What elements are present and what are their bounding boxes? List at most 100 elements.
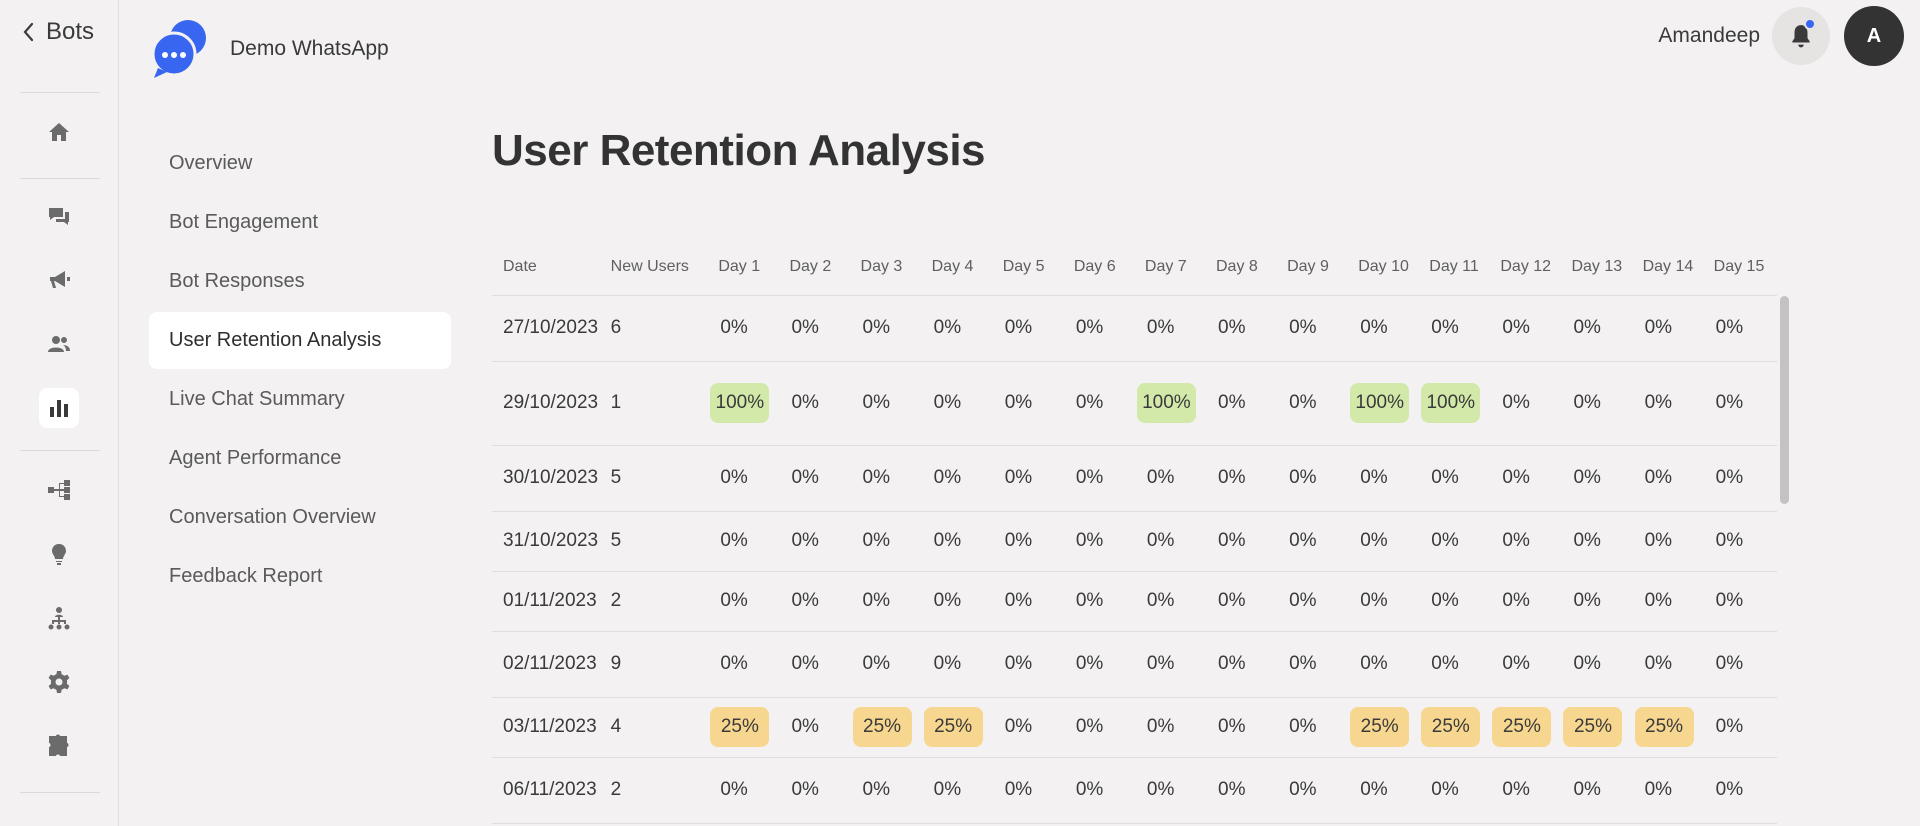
retention-cell: 0% [707,445,779,512]
retention-value: 0% [1004,317,1033,338]
retention-cell: 0% [778,571,850,632]
retention-value: 0% [1004,779,1033,800]
puzzle-icon[interactable] [39,726,79,766]
retention-value: 0% [1431,590,1459,611]
column-header: Day 12 [1489,240,1561,296]
retention-cell: 0% [1560,757,1632,824]
retention-value: 0% [1289,716,1317,737]
home-icon[interactable] [39,112,79,152]
retention-value: 0% [1715,392,1744,413]
subnav-agent-performance[interactable]: Agent Performance [169,447,342,469]
retention-value: 0% [1502,392,1530,413]
retention-value: 0% [1715,317,1744,338]
megaphone-icon[interactable] [39,260,79,300]
retention-cell: 100% [1418,361,1490,446]
retention-table-container[interactable]: Date New Users Day 1 Day 2 Day 3 Day 4 Day 5 Da… [492,240,1782,826]
retention-cell: 0% [991,361,1063,446]
table-scrollbar[interactable] [1780,296,1789,504]
table-row: 03/11/2023 4 25% 0% 25% 25% 0% 0% 0% 0% 0% 25% 25% 25… [492,697,1777,758]
retention-value: 0% [933,653,962,674]
retention-cell: 100% [1133,361,1205,446]
retention-cell: 0% [1276,295,1348,362]
column-header: Date [492,240,600,296]
row-new-users: 6 [599,295,708,362]
retention-cell: 0% [1276,445,1348,512]
user-area: Amandeep A [1658,6,1920,66]
table-row: 27/10/2023 6 0% 0% 0% 0% 0% 0% 0% 0% 0% 0% 0% 0% 0% 0% 0… [492,295,1777,362]
retention-cell: 0% [1347,511,1419,572]
retention-value: 0% [862,530,890,551]
retention-value: 0% [933,392,962,413]
chat-icon[interactable] [39,196,79,236]
retention-cell: 0% [1276,571,1348,632]
retention-value: 0% [1644,653,1673,674]
retention-value: 100% [710,383,770,423]
retention-value: 100% [1350,383,1410,423]
retention-value: 0% [1573,779,1601,800]
retention-cell: 100% [1347,361,1419,446]
subnav-conversation-overview[interactable]: Conversation Overview [169,506,376,528]
back-to-bots-link[interactable]: Bots [22,18,94,46]
analytics-subnav: Overview Bot Engagement Bot Responses Us… [149,135,451,607]
analytics-icon[interactable] [39,388,79,428]
retention-value: 0% [1289,392,1317,413]
retention-cell: 0% [778,757,850,824]
retention-value: 0% [1289,779,1317,800]
retention-cell: 0% [1347,571,1419,632]
retention-value: 0% [791,590,819,611]
retention-cell: 25% [849,697,921,758]
retention-cell: 0% [1631,757,1703,824]
subnav-overview[interactable]: Overview [169,152,253,174]
retention-cell: 0% [1205,631,1277,698]
row-date: 31/10/2023 [492,511,600,572]
retention-cell: 0% [849,757,921,824]
retention-value: 0% [1289,590,1317,611]
table-row: 29/10/2023 1 100% 0% 0% 0% 0% 0% 100% 0% 0% 100% 100… [492,361,1777,446]
users-icon[interactable] [39,324,79,364]
retention-value: 0% [1075,716,1104,737]
subnav-bot-responses[interactable]: Bot Responses [169,270,305,292]
gear-icon[interactable] [39,662,79,702]
row-new-users: 5 [599,511,708,572]
avatar[interactable]: A [1844,6,1904,66]
retention-value: 0% [1502,530,1530,551]
retention-value: 0% [1289,467,1317,488]
retention-cell: 0% [1062,511,1134,572]
retention-value: 0% [720,317,748,338]
retention-value: 0% [720,653,748,674]
retention-value: 0% [720,467,748,488]
retention-cell: 25% [707,697,779,758]
retention-cell: 0% [1276,757,1348,824]
retention-cell: 0% [1062,361,1134,446]
retention-value: 0% [1644,392,1673,413]
retention-cell: 0% [778,445,850,512]
retention-cell: 0% [1560,631,1632,698]
row-new-users: 2 [599,757,708,824]
flow-icon[interactable] [39,470,79,510]
retention-cell: 0% [920,295,992,362]
column-header: Day 13 [1560,240,1632,296]
hierarchy-icon[interactable] [39,598,79,638]
retention-cell: 0% [778,631,850,698]
retention-cell: 0% [991,511,1063,572]
retention-cell: 0% [1276,511,1348,572]
subnav-live-chat-summary[interactable]: Live Chat Summary [169,388,345,410]
notifications-button[interactable] [1772,7,1830,65]
retention-value: 0% [791,779,819,800]
subnav-bot-engagement[interactable]: Bot Engagement [169,211,318,233]
bot-brand: Demo WhatsApp [148,18,389,80]
bulb-icon[interactable] [39,534,79,574]
retention-value: 0% [1218,317,1246,338]
subnav-user-retention-analysis[interactable]: User Retention Analysis [149,312,451,369]
retention-cell: 0% [849,445,921,512]
retention-value: 0% [791,467,819,488]
column-header: Day 10 [1347,240,1419,296]
retention-cell: 0% [1489,631,1561,698]
retention-value: 0% [1715,716,1744,737]
retention-cell: 0% [1418,571,1490,632]
row-date: 30/10/2023 [492,445,600,512]
subnav-feedback-report[interactable]: Feedback Report [169,565,323,587]
retention-value: 0% [1075,590,1104,611]
retention-cell: 0% [1133,631,1205,698]
retention-value: 0% [1360,467,1388,488]
